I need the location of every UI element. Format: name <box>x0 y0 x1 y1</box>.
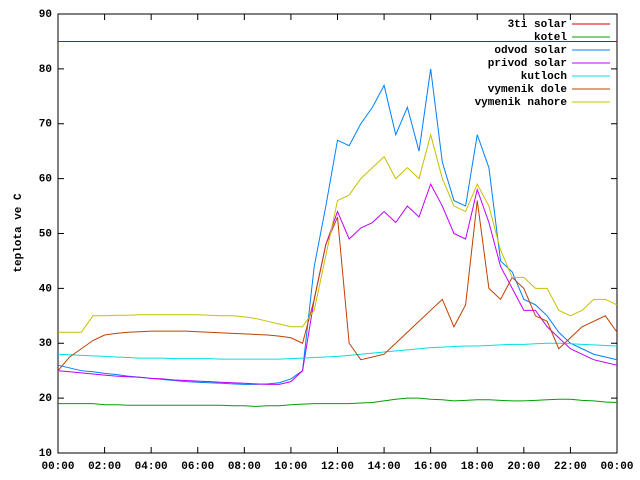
x-tick-label: 08:00 <box>228 461 261 473</box>
legend-label: odvod solar <box>494 45 567 57</box>
data-line <box>57 68 618 385</box>
y-tick-label: 20 <box>39 393 52 405</box>
x-tick-label: 12:00 <box>321 461 354 473</box>
x-tick-label: 04:00 <box>135 461 168 473</box>
x-tick-label: 14:00 <box>368 461 401 473</box>
x-tick-label: 02:00 <box>88 461 121 473</box>
y-tick-label: 40 <box>39 283 52 295</box>
y-tick-label: 10 <box>39 448 52 460</box>
data-line <box>58 397 618 407</box>
y-tick-label: 90 <box>39 9 52 21</box>
x-tick-label: 22:00 <box>554 461 587 473</box>
legend-label: privod solar <box>488 58 567 70</box>
legend-label: kotel <box>534 32 567 44</box>
data-line <box>57 182 618 385</box>
y-tick-label: 50 <box>39 228 52 240</box>
y-tick-label: 30 <box>39 338 52 350</box>
x-tick-label: 06:00 <box>181 461 214 473</box>
x-tick-label: 10:00 <box>274 461 307 473</box>
legend-label: kutloch <box>521 71 567 83</box>
data-line <box>57 342 618 360</box>
x-tick-label: 20:00 <box>507 461 540 473</box>
data-line <box>57 200 618 372</box>
x-tick-label: 00:00 <box>41 461 74 473</box>
x-tick-label: 16:00 <box>414 461 447 473</box>
y-axis-label: teplota ve C <box>13 193 25 273</box>
legend-label: vymenik nahore <box>475 97 568 109</box>
data-line <box>58 132 618 333</box>
y-tick-label: 70 <box>39 119 52 131</box>
y-tick-label: 60 <box>39 174 52 186</box>
legend-label: vymenik dole <box>488 84 568 96</box>
legend-label: 3ti solar <box>508 19 567 31</box>
x-tick-label: 00:00 <box>600 461 633 473</box>
y-tick-label: 80 <box>39 64 52 76</box>
x-tick-label: 18:00 <box>461 461 494 473</box>
